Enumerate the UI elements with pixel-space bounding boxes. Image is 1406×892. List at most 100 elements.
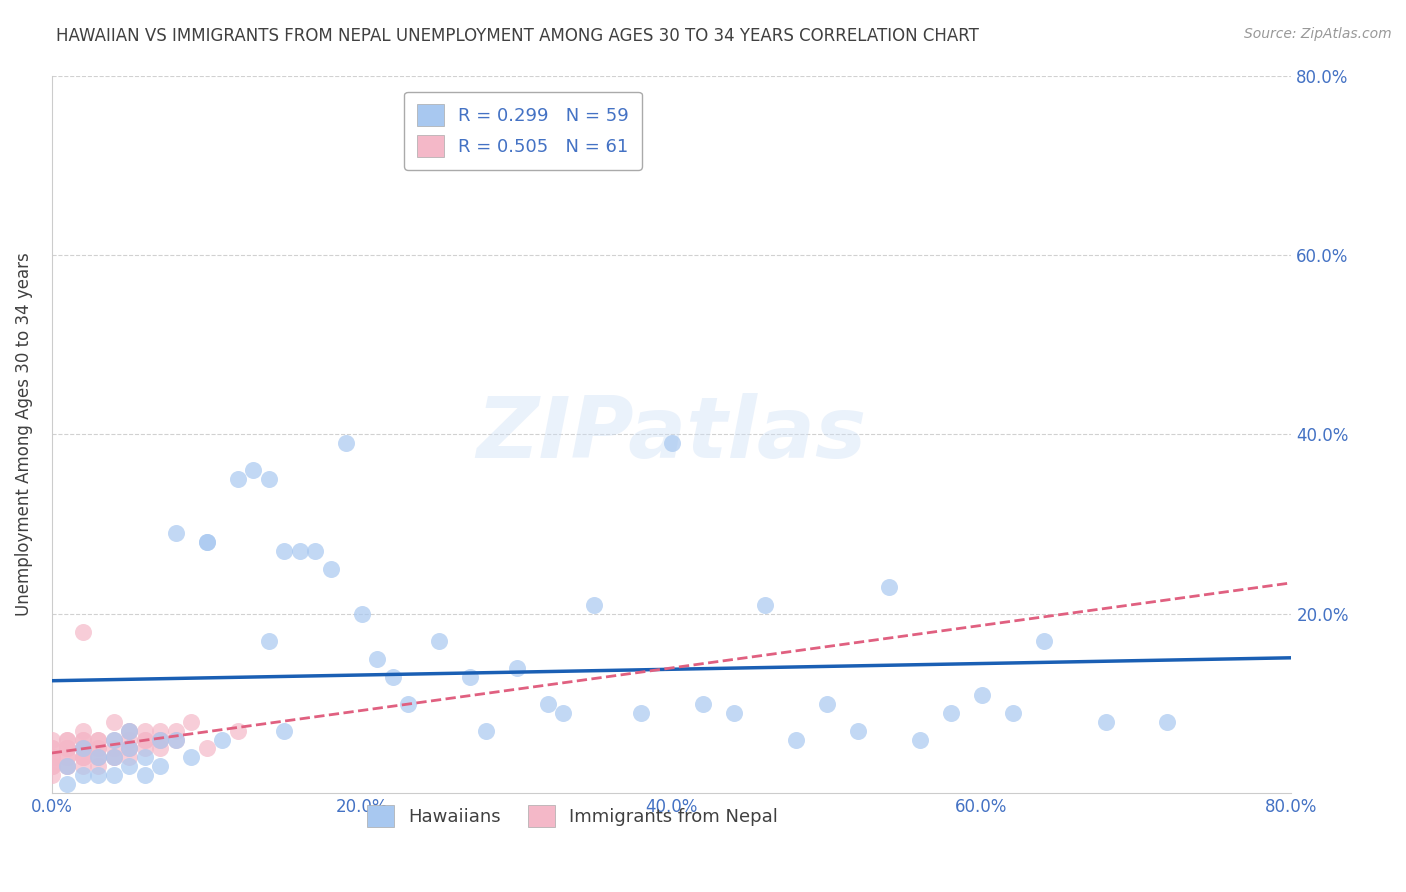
Point <box>165 732 187 747</box>
Point <box>72 759 94 773</box>
Point <box>56 741 79 756</box>
Text: HAWAIIAN VS IMMIGRANTS FROM NEPAL UNEMPLOYMENT AMONG AGES 30 TO 34 YEARS CORRELA: HAWAIIAN VS IMMIGRANTS FROM NEPAL UNEMPL… <box>56 27 979 45</box>
Point <box>149 732 172 747</box>
Point <box>87 750 110 764</box>
Point <box>103 750 125 764</box>
Point <box>583 598 606 612</box>
Point <box>273 723 295 738</box>
Point <box>87 768 110 782</box>
Point <box>87 741 110 756</box>
Point <box>134 768 156 782</box>
Point <box>134 732 156 747</box>
Point <box>1156 714 1178 729</box>
Point <box>41 759 63 773</box>
Point <box>56 750 79 764</box>
Point <box>72 741 94 756</box>
Point <box>257 633 280 648</box>
Point <box>72 723 94 738</box>
Point <box>118 723 141 738</box>
Point <box>41 759 63 773</box>
Point <box>257 472 280 486</box>
Point <box>72 732 94 747</box>
Point <box>226 723 249 738</box>
Point <box>118 723 141 738</box>
Point <box>846 723 869 738</box>
Point <box>165 723 187 738</box>
Point <box>56 777 79 791</box>
Point <box>103 768 125 782</box>
Point <box>195 741 218 756</box>
Point <box>41 741 63 756</box>
Point <box>427 633 450 648</box>
Point <box>103 714 125 729</box>
Point <box>195 535 218 549</box>
Point <box>134 723 156 738</box>
Point <box>149 723 172 738</box>
Point <box>661 436 683 450</box>
Point <box>458 670 481 684</box>
Point <box>72 732 94 747</box>
Point <box>242 463 264 477</box>
Point <box>118 750 141 764</box>
Point <box>877 580 900 594</box>
Point <box>56 732 79 747</box>
Point <box>87 750 110 764</box>
Point <box>165 526 187 541</box>
Text: Source: ZipAtlas.com: Source: ZipAtlas.com <box>1244 27 1392 41</box>
Point <box>134 741 156 756</box>
Point <box>72 750 94 764</box>
Point <box>103 750 125 764</box>
Point <box>335 436 357 450</box>
Point <box>56 759 79 773</box>
Point <box>87 750 110 764</box>
Point <box>195 535 218 549</box>
Point <box>41 759 63 773</box>
Point <box>56 741 79 756</box>
Point <box>180 714 202 729</box>
Point <box>149 759 172 773</box>
Point <box>56 732 79 747</box>
Point <box>103 750 125 764</box>
Point <box>1001 706 1024 720</box>
Point <box>815 697 838 711</box>
Point <box>939 706 962 720</box>
Point <box>41 750 63 764</box>
Point <box>908 732 931 747</box>
Point <box>72 624 94 639</box>
Point <box>970 688 993 702</box>
Point <box>41 750 63 764</box>
Point <box>723 706 745 720</box>
Point <box>118 741 141 756</box>
Point <box>56 741 79 756</box>
Point <box>87 741 110 756</box>
Point <box>754 598 776 612</box>
Point <box>118 723 141 738</box>
Point <box>692 697 714 711</box>
Point <box>553 706 575 720</box>
Point <box>304 544 326 558</box>
Point <box>56 759 79 773</box>
Point <box>118 741 141 756</box>
Text: ZIPatlas: ZIPatlas <box>477 393 866 476</box>
Point <box>134 732 156 747</box>
Point <box>134 750 156 764</box>
Point <box>41 750 63 764</box>
Point <box>149 732 172 747</box>
Point <box>41 768 63 782</box>
Point <box>1094 714 1116 729</box>
Point <box>226 472 249 486</box>
Point <box>165 732 187 747</box>
Point <box>350 607 373 621</box>
Point <box>56 750 79 764</box>
Point <box>103 741 125 756</box>
Point <box>319 562 342 576</box>
Legend: Hawaiians, Immigrants from Nepal: Hawaiians, Immigrants from Nepal <box>360 798 786 835</box>
Point <box>72 741 94 756</box>
Point <box>103 732 125 747</box>
Point <box>180 750 202 764</box>
Point <box>87 759 110 773</box>
Point <box>103 732 125 747</box>
Point <box>536 697 558 711</box>
Point <box>211 732 233 747</box>
Point <box>72 741 94 756</box>
